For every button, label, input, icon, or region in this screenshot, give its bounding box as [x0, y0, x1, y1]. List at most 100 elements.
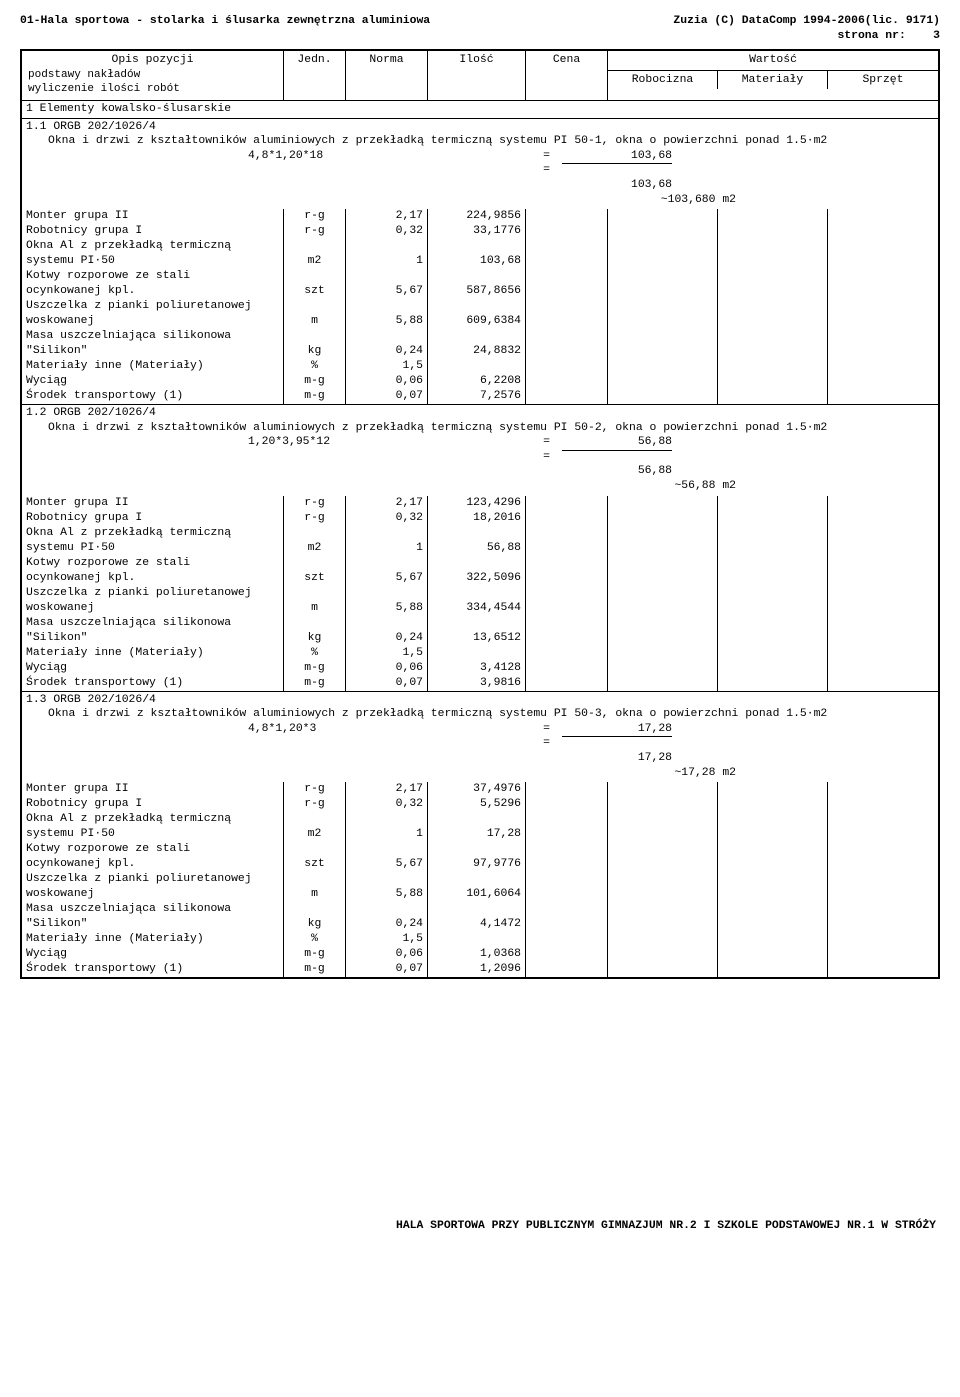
- row-ilosc: 37,4976: [428, 782, 526, 797]
- row-desc: systemu PI·50: [22, 827, 284, 842]
- equals-sign: =: [518, 722, 562, 737]
- col-jedn: Jedn.: [284, 51, 346, 100]
- row-desc: Wyciąg: [22, 661, 284, 676]
- item-desc: Okna i drzwi z kształtowników aluminiowy…: [22, 421, 938, 436]
- row-ilosc: [428, 646, 526, 661]
- row-norma: 1,5: [346, 359, 428, 374]
- table-row: Masa uszczelniająca silikonowa: [22, 329, 938, 344]
- row-unit: m-g: [284, 947, 346, 962]
- row-desc: systemu PI·50: [22, 254, 284, 269]
- calc-expr: 4,8*1,20*18: [48, 149, 518, 164]
- row-norma: 5,88: [346, 887, 428, 902]
- calc-value: 17,28: [562, 722, 672, 737]
- row-desc: Uszczelka z pianki poliuretanowej: [22, 872, 284, 887]
- table-row: systemu PI·50m21103,68: [22, 254, 938, 269]
- result-value: 103,68: [562, 178, 672, 193]
- table-row: woskowanejm5,88101,6064: [22, 887, 938, 902]
- row-norma: [346, 842, 428, 857]
- row-norma: 0,06: [346, 661, 428, 676]
- table-row: Uszczelka z pianki poliuretanowej: [22, 872, 938, 887]
- approx-row: ~17,28 m2: [22, 766, 938, 781]
- table-row: Uszczelka z pianki poliuretanowej: [22, 586, 938, 601]
- row-desc: "Silikon": [22, 917, 284, 932]
- row-ilosc: [428, 842, 526, 857]
- table-row: Wyciągm-g0,066,2208: [22, 374, 938, 389]
- table-row: Okna Al z przekładką termiczną: [22, 812, 938, 827]
- table-row: Środek transportowy (1)m-g0,077,2576: [22, 389, 938, 404]
- col-materialy: Materiały: [718, 71, 828, 90]
- row-norma: 0,06: [346, 374, 428, 389]
- row-desc: Środek transportowy (1): [22, 389, 284, 404]
- sum-line: =: [22, 163, 938, 178]
- row-norma: 2,17: [346, 782, 428, 797]
- row-unit: [284, 239, 346, 254]
- row-desc: Okna Al z przekładką termiczną: [22, 812, 284, 827]
- row-desc: "Silikon": [22, 344, 284, 359]
- table-row: Wyciągm-g0,063,4128: [22, 661, 938, 676]
- row-desc: Środek transportowy (1): [22, 676, 284, 691]
- row-ilosc: 587,8656: [428, 284, 526, 299]
- approx-value: ~56,88 m2: [562, 479, 736, 494]
- table-row: woskowanejm5,88334,4544: [22, 601, 938, 616]
- col-opis-sub: podstawy nakładów wyliczenie ilości robó…: [24, 68, 281, 98]
- row-unit: kg: [284, 344, 346, 359]
- row-ilosc: 123,4296: [428, 496, 526, 511]
- row-ilosc: 4,1472: [428, 917, 526, 932]
- row-desc: woskowanej: [22, 314, 284, 329]
- row-desc: Środek transportowy (1): [22, 962, 284, 977]
- table-row: "Silikon"kg0,2424,8832: [22, 344, 938, 359]
- row-norma: 0,07: [346, 389, 428, 404]
- result-value: 56,88: [562, 464, 672, 479]
- row-unit: [284, 616, 346, 631]
- row-ilosc: [428, 359, 526, 374]
- cost-item: 1.3 ORGB 202/1026/4Okna i drzwi z kształ…: [22, 692, 938, 978]
- row-unit: m-g: [284, 962, 346, 977]
- row-desc: ocynkowanej kpl.: [22, 571, 284, 586]
- row-desc: woskowanej: [22, 601, 284, 616]
- col-norma: Norma: [346, 51, 428, 100]
- result-row: 56,88: [22, 464, 938, 479]
- row-norma: 1,5: [346, 932, 428, 947]
- row-ilosc: 13,6512: [428, 631, 526, 646]
- table-row: ocynkowanej kpl.szt5,67587,8656: [22, 284, 938, 299]
- header-page: strona nr: 3: [673, 29, 940, 44]
- row-desc: Kotwy rozporowe ze stali: [22, 269, 284, 284]
- row-norma: [346, 586, 428, 601]
- row-ilosc: [428, 872, 526, 887]
- row-desc: Materiały inne (Materiały): [22, 646, 284, 661]
- approx-value: ~17,28 m2: [562, 766, 736, 781]
- row-norma: 2,17: [346, 209, 428, 224]
- approx-value: ~103,680 m2: [562, 193, 736, 208]
- row-unit: r-g: [284, 797, 346, 812]
- row-ilosc: 5,5296: [428, 797, 526, 812]
- col-ilosc: Ilość: [428, 51, 526, 100]
- section-title: 1 Elementy kowalsko-ślusarskie: [22, 101, 938, 119]
- row-ilosc: 1,2096: [428, 962, 526, 977]
- table-row: Kotwy rozporowe ze stali: [22, 269, 938, 284]
- table-row: Kotwy rozporowe ze stali: [22, 556, 938, 571]
- row-norma: 0,32: [346, 224, 428, 239]
- table-row: systemu PI·50m2156,88: [22, 541, 938, 556]
- sum-line: =: [22, 736, 938, 751]
- row-desc: Materiały inne (Materiały): [22, 359, 284, 374]
- result-value: 17,28: [562, 751, 672, 766]
- equals-sign: =: [518, 149, 562, 164]
- row-norma: [346, 526, 428, 541]
- wartosc-subheader: Robocizna Materiały Sprzęt: [608, 70, 938, 90]
- row-desc: "Silikon": [22, 631, 284, 646]
- row-norma: 0,24: [346, 631, 428, 646]
- table-row: Środek transportowy (1)m-g0,073,9816: [22, 676, 938, 691]
- table-row: Robotnicy grupa Ir-g0,325,5296: [22, 797, 938, 812]
- row-unit: m2: [284, 254, 346, 269]
- row-ilosc: 97,9776: [428, 857, 526, 872]
- row-unit: %: [284, 359, 346, 374]
- row-unit: [284, 902, 346, 917]
- row-desc: Uszczelka z pianki poliuretanowej: [22, 299, 284, 314]
- approx-row: ~103,680 m2: [22, 193, 938, 208]
- row-desc: Masa uszczelniająca silikonowa: [22, 616, 284, 631]
- table-row: Okna Al z przekładką termiczną: [22, 239, 938, 254]
- header-right: Zuzia (C) DataComp 1994-2006(lic. 9171) …: [673, 14, 940, 43]
- row-desc: Okna Al z przekładką termiczną: [22, 239, 284, 254]
- row-unit: [284, 872, 346, 887]
- row-norma: 0,24: [346, 917, 428, 932]
